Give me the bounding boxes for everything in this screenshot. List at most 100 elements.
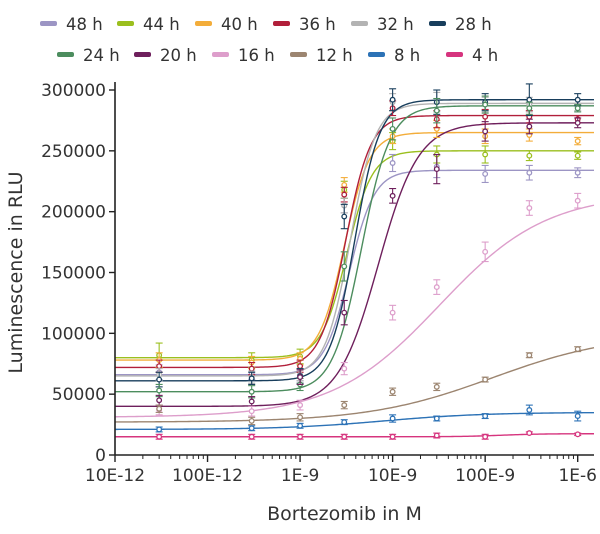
data-point xyxy=(526,169,533,176)
legend-swatch xyxy=(195,21,212,26)
x-tick-label: 1E-6 xyxy=(558,466,597,486)
data-point xyxy=(526,430,533,437)
data-point xyxy=(341,402,348,409)
y-tick-label: 150000 xyxy=(41,264,106,284)
data-point xyxy=(526,123,533,130)
data-point xyxy=(297,433,304,440)
data-point xyxy=(389,125,396,132)
chart-legend: 48 h 44 h 40 h 36 h 32 h 28 h 24 h 20 h 16 h 12 h… xyxy=(40,15,498,65)
data-point xyxy=(574,197,581,204)
data-point xyxy=(574,119,581,126)
data-point xyxy=(526,152,533,159)
data-point xyxy=(156,397,163,404)
data-point xyxy=(433,432,440,439)
legend-label: 24 h xyxy=(83,46,120,65)
data-point xyxy=(526,96,533,103)
legend-swatch xyxy=(273,21,290,26)
chart-axes: 0 50000 100000 150000 200000 250000 300000 10E… xyxy=(5,81,597,525)
data-point xyxy=(526,105,533,112)
data-point xyxy=(433,107,440,114)
legend-swatch xyxy=(57,52,74,57)
x-axis-ticks: 10E-12 100E-12 1E-9 10E-9 100E-9 1E-6 xyxy=(85,455,597,486)
legend-label: 28 h xyxy=(455,15,492,34)
data-point xyxy=(297,414,304,421)
y-tick-label: 300000 xyxy=(41,81,106,101)
data-point xyxy=(297,374,304,381)
data-point xyxy=(341,213,348,220)
x-tick-label: 10E-12 xyxy=(85,466,145,486)
legend-swatch xyxy=(212,52,229,57)
data-point xyxy=(156,426,163,433)
data-point xyxy=(574,431,581,438)
x-axis-title: Bortezomib in M xyxy=(267,503,422,525)
data-points xyxy=(155,83,582,440)
fit-curve xyxy=(115,150,594,359)
y-tick-label: 50000 xyxy=(52,385,106,405)
data-point xyxy=(248,417,255,424)
data-point xyxy=(433,166,440,173)
x-tick-label: 100E-9 xyxy=(455,466,515,486)
fit-curve xyxy=(115,169,594,376)
data-point xyxy=(389,192,396,199)
data-point xyxy=(156,363,163,370)
fit-curve xyxy=(115,131,594,361)
data-point xyxy=(526,407,533,413)
data-point xyxy=(389,433,396,440)
legend-label: 32 h xyxy=(377,15,414,34)
fit-curve xyxy=(115,433,594,438)
data-point xyxy=(574,96,581,103)
data-point xyxy=(574,105,581,112)
legend-label: 20 h xyxy=(160,46,197,65)
data-point xyxy=(389,160,396,166)
x-tick-label: 10E-9 xyxy=(368,466,417,486)
fit-curve xyxy=(115,102,594,377)
legend-swatch xyxy=(351,21,368,26)
data-point xyxy=(482,128,489,135)
data-point xyxy=(248,398,255,405)
data-point xyxy=(389,96,396,103)
data-point xyxy=(341,309,348,316)
data-point xyxy=(297,363,304,370)
data-point xyxy=(574,346,581,353)
data-point xyxy=(248,375,255,382)
data-point xyxy=(248,425,255,432)
data-point xyxy=(433,284,440,291)
data-point xyxy=(482,248,489,255)
data-point xyxy=(482,170,489,177)
y-tick-label: 200000 xyxy=(41,203,106,223)
data-point xyxy=(574,138,581,145)
x-tick-label: 1E-9 xyxy=(281,466,320,486)
data-point xyxy=(433,415,440,422)
data-point xyxy=(297,422,304,429)
fit-curve xyxy=(115,105,594,393)
fit-curves xyxy=(114,99,595,438)
data-point xyxy=(482,151,489,158)
fit-curve xyxy=(114,204,595,418)
legend-label: 8 h xyxy=(394,46,420,65)
legend-swatch xyxy=(290,52,307,57)
legend-swatch xyxy=(117,21,134,26)
data-point xyxy=(341,433,348,440)
data-point xyxy=(341,419,348,426)
y-tick-label: 100000 xyxy=(41,324,106,344)
legend-label: 36 h xyxy=(299,15,336,34)
fit-curve xyxy=(115,99,594,382)
data-point xyxy=(482,413,489,420)
data-point xyxy=(156,433,163,440)
data-point xyxy=(248,433,255,440)
data-point xyxy=(341,191,348,198)
data-point xyxy=(389,388,396,395)
fit-curve xyxy=(115,411,595,431)
legend-swatch xyxy=(368,52,385,57)
data-point xyxy=(297,402,304,409)
legend-label: 48 h xyxy=(66,15,103,34)
data-point xyxy=(248,365,255,372)
data-point xyxy=(341,181,348,188)
data-point xyxy=(482,433,489,440)
fit-curve xyxy=(115,122,594,408)
legend-swatch xyxy=(429,21,446,26)
data-point xyxy=(389,309,396,316)
data-point xyxy=(482,101,489,108)
y-axis-title: Luminescence in RLU xyxy=(5,171,27,373)
